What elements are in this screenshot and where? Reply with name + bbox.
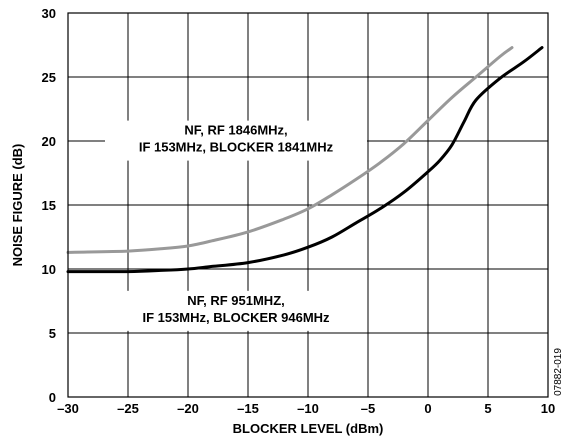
x-tick-label: –15 [237,401,259,416]
y-tick-label: 0 [49,390,56,405]
x-tick-label: 0 [424,401,431,416]
series-annotation-line: IF 153MHz, BLOCKER 946MHz [142,310,330,325]
annotation-background [105,290,367,331]
series-line-1846mhz [66,46,514,254]
series-group [66,46,544,274]
annotation-background [105,120,367,161]
x-tick-label: 10 [541,401,555,416]
y-tick-label: 10 [42,262,56,277]
series-annotation-line: NF, RF 951MHZ, [187,293,285,308]
x-tick-label: –10 [297,401,319,416]
series-annotation-line: NF, RF 1846MHz, [184,123,287,138]
y-tick-label: 15 [42,198,56,213]
x-tick-label: –5 [361,401,375,416]
grid [67,12,549,398]
figure-id: 07882-019 [553,348,564,396]
x-tick-label: –30 [57,401,79,416]
x-tick-label: 5 [484,401,491,416]
y-tick-label: 30 [42,6,56,21]
tick-labels: –30 –25 –20 –15 –10 –5 0 5 10 0 5 10 15 20 25 30 [42,6,556,416]
y-axis-label: NOISE FIGURE (dB) [10,144,25,267]
x-tick-label: –20 [177,401,199,416]
x-tick-label: –25 [117,401,139,416]
y-tick-label: 20 [42,134,56,149]
x-axis-label: BLOCKER LEVEL (dBm) [233,421,384,436]
y-tick-label: 25 [42,70,56,85]
annotations: NF, RF 1846MHz, IF 153MHz, BLOCKER 1841MH… [105,120,367,331]
plot-frame [67,12,549,398]
series-line-951mhz [66,46,544,274]
y-tick-label: 5 [49,326,56,341]
series-annotation-line: IF 153MHz, BLOCKER 1841MHz [139,140,334,155]
